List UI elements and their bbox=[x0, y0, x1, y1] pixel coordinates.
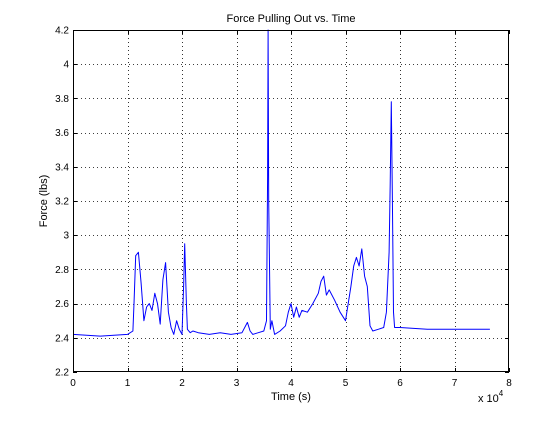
ticks: 0 1 2 3 4 5 6 7 8 2.2 2.4 2.6 2.8 3 3.2 3.4 3.6 3.8 4 4.2 bbox=[55, 26, 512, 390]
x-tick-label: 3 bbox=[234, 378, 240, 389]
y-tick-label: 3.4 bbox=[55, 162, 69, 173]
y-tick-label: 4.2 bbox=[55, 26, 69, 37]
y-tick-label: 3 bbox=[63, 231, 69, 242]
x-tick-label: 5 bbox=[343, 378, 349, 389]
series-line bbox=[72, 29, 490, 337]
plot-area bbox=[73, 30, 509, 372]
x-tick-label: 0 bbox=[70, 378, 76, 389]
x-tick-label: 7 bbox=[452, 378, 458, 389]
series-layer bbox=[72, 29, 490, 337]
y-tick-label: 3.6 bbox=[55, 128, 69, 139]
y-axis-label: Force (lbs) bbox=[38, 175, 50, 228]
x-tick-label: 6 bbox=[397, 378, 403, 389]
x-axis-multiplier-base: x 10 bbox=[478, 393, 499, 405]
x-tick-label: 8 bbox=[506, 378, 512, 389]
x-tick-label: 4 bbox=[288, 378, 294, 389]
x-axis-multiplier: x 104 bbox=[478, 389, 504, 405]
y-tick-label: 2.4 bbox=[55, 333, 69, 344]
y-tick-label: 4 bbox=[63, 60, 69, 71]
y-tick-label: 3.2 bbox=[55, 197, 69, 208]
y-tick-label: 3.8 bbox=[55, 94, 69, 105]
y-tick-label: 2.2 bbox=[55, 368, 69, 379]
x-tick-label: 2 bbox=[179, 378, 185, 389]
x-axis-multiplier-exponent: 4 bbox=[499, 389, 504, 398]
y-tick-label: 2.8 bbox=[55, 265, 69, 276]
chart-title: Force Pulling Out vs. Time bbox=[227, 13, 356, 25]
x-tick-label: 1 bbox=[125, 378, 131, 389]
y-tick-label: 2.6 bbox=[55, 299, 69, 310]
x-axis-label: Time (s) bbox=[271, 391, 311, 403]
